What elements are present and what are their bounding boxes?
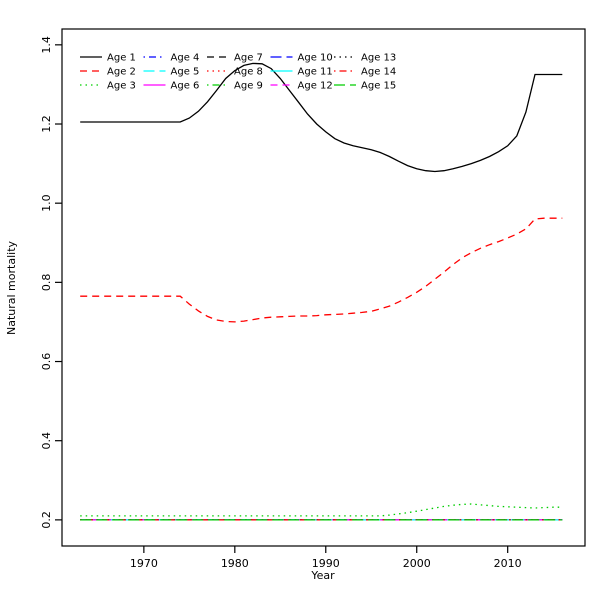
legend-label-age-4: Age 4 <box>171 53 200 64</box>
legend-label-age-1: Age 1 <box>107 53 136 64</box>
legend-label-age-13: Age 13 <box>361 53 396 64</box>
legend-label-age-8: Age 8 <box>234 67 263 78</box>
series-line-age-3 <box>80 503 563 517</box>
x-tick-label: 1990 <box>312 557 340 570</box>
x-axis-label: Year <box>310 569 335 582</box>
legend-label-age-3: Age 3 <box>107 81 136 92</box>
chart-root: 1970 1980 1990 2000 2010 0.2 0.4 0.6 0.8 1.0 1.2 1.… <box>40 28 586 570</box>
legend-label-age-9: Age 9 <box>234 81 263 92</box>
legend-label-age-6: Age 6 <box>171 81 200 92</box>
y-tick-label: 1.4 <box>40 36 53 54</box>
series-line-age-1 <box>80 62 563 173</box>
x-tick-label: 2000 <box>403 557 431 570</box>
x-tick-label: 1980 <box>221 557 249 570</box>
legend-label-age-7: Age 7 <box>234 53 263 64</box>
legend-label-age-11: Age 11 <box>298 67 333 78</box>
legend-label-age-2: Age 2 <box>107 67 136 78</box>
y-axis-label: Natural mortality <box>5 240 18 335</box>
series-line-age-2 <box>80 217 563 323</box>
y-tick-label: 0.4 <box>40 432 53 450</box>
plot-box <box>61 28 586 547</box>
legend-label-age-15: Age 15 <box>361 81 396 92</box>
legend-label-age-12: Age 12 <box>298 81 333 92</box>
y-tick-label: 1.2 <box>40 115 53 133</box>
y-tick-label: 0.2 <box>40 511 53 529</box>
legend-label-age-5: Age 5 <box>171 67 200 78</box>
y-tick-label: 1.0 <box>40 194 53 212</box>
legend-label-age-10: Age 10 <box>298 53 333 64</box>
legend-label-age-14: Age 14 <box>361 67 396 78</box>
y-tick-label: 0.6 <box>40 353 53 371</box>
x-tick-label: 1970 <box>130 557 158 570</box>
y-tick-label: 0.8 <box>40 274 53 292</box>
x-tick-label: 2010 <box>494 557 522 570</box>
